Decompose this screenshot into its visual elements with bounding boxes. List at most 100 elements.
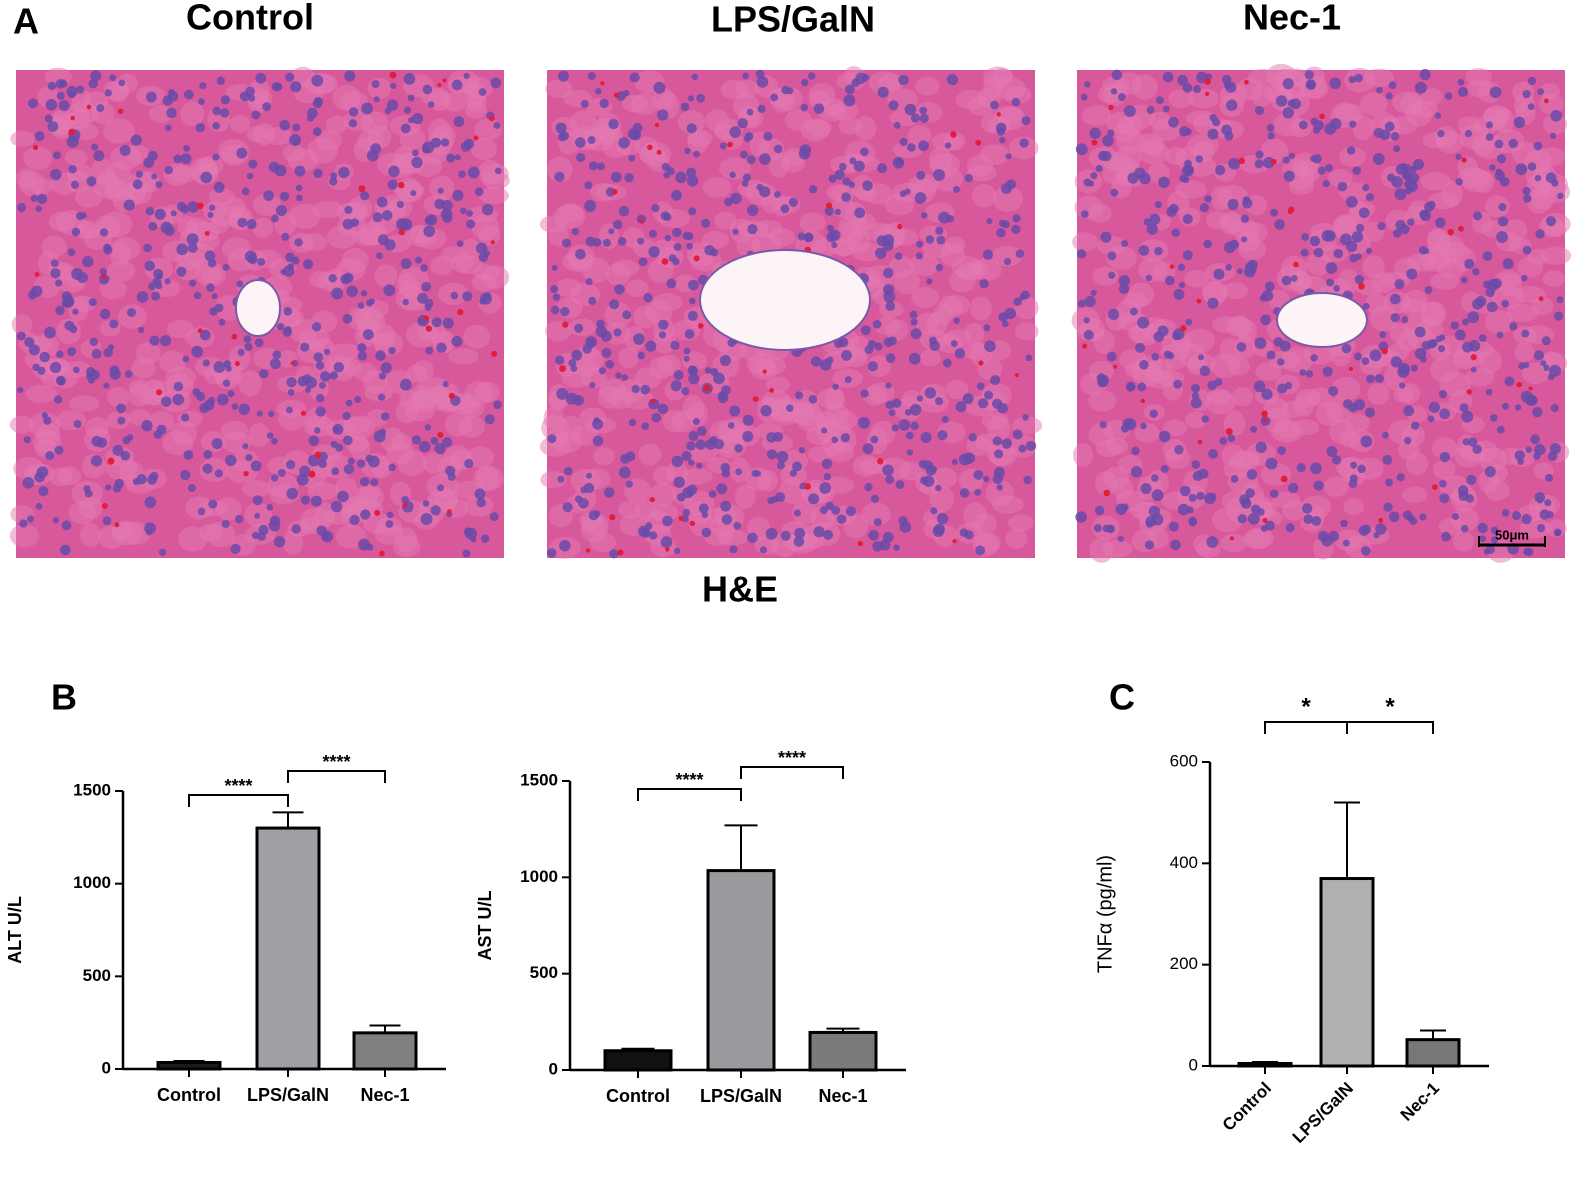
nucleus: [54, 445, 64, 455]
nucleus: [688, 373, 700, 385]
nucleus: [442, 381, 449, 388]
nucleus: [164, 165, 173, 175]
nucleus: [742, 72, 750, 80]
cell-outline: [464, 82, 486, 107]
cell-outline: [185, 496, 213, 520]
nucleus: [1346, 146, 1356, 155]
rbc: [1516, 381, 1522, 388]
nucleus: [870, 494, 880, 504]
nucleus: [45, 451, 55, 461]
nucleus: [916, 240, 924, 248]
nucleus: [138, 326, 145, 334]
nucleus: [35, 205, 42, 213]
rbc: [300, 410, 306, 416]
nucleus: [146, 529, 153, 536]
nucleus: [1322, 366, 1333, 377]
nucleus: [1110, 88, 1118, 95]
nucleus: [37, 366, 46, 375]
nucleus: [585, 278, 593, 286]
nucleus: [1369, 349, 1382, 362]
cell-outline: [325, 115, 348, 134]
nucleus: [34, 131, 45, 142]
nucleus: [377, 393, 386, 401]
nucleus: [608, 228, 615, 235]
rbc: [1225, 427, 1233, 435]
nucleus: [1466, 474, 1477, 485]
rbc: [897, 223, 903, 230]
nucleus: [493, 400, 502, 410]
nucleus: [323, 348, 331, 356]
nucleus: [834, 169, 845, 180]
nucleus: [116, 403, 126, 414]
nucleus: [1134, 167, 1146, 179]
nucleus: [710, 367, 719, 377]
nucleus: [785, 404, 794, 413]
cell-outline: [618, 500, 641, 519]
nucleus: [1496, 331, 1504, 339]
nucleus: [39, 351, 50, 363]
cell-outline: [1138, 257, 1167, 283]
nucleus: [1190, 397, 1202, 409]
nucleus: [1170, 539, 1181, 551]
rbc: [1461, 157, 1467, 163]
nucleus: [284, 326, 292, 334]
rbc: [86, 104, 92, 110]
cell-outline: [1327, 169, 1353, 188]
cell-outline: [135, 341, 161, 365]
nucleus: [1117, 535, 1124, 542]
nucleus: [86, 373, 94, 381]
nucleus: [872, 541, 883, 552]
nucleus: [616, 91, 626, 101]
nucleus: [414, 256, 423, 264]
nucleus: [246, 172, 254, 180]
nucleus: [387, 179, 398, 190]
nucleus: [1382, 454, 1393, 465]
cell-outline: [68, 395, 100, 412]
nucleus: [982, 249, 994, 260]
nucleus: [807, 72, 816, 80]
significance-bracket: [637, 788, 742, 801]
nucleus: [1159, 430, 1171, 443]
cell-outline: [106, 386, 130, 408]
nucleus: [746, 204, 759, 217]
cell-outline: [1087, 203, 1112, 223]
y-tick-label: 0: [1189, 1055, 1198, 1074]
cell-outline: [971, 184, 997, 208]
nucleus: [683, 347, 691, 355]
nucleus: [1374, 374, 1384, 384]
cell-outline: [391, 433, 412, 451]
nucleus: [1244, 266, 1256, 278]
scale-bar-label: 50μm: [1495, 527, 1529, 542]
rbc: [442, 78, 447, 83]
nucleus: [759, 546, 768, 554]
nucleus: [403, 73, 416, 85]
nucleus: [1439, 493, 1450, 504]
nucleus: [441, 437, 453, 448]
rbc: [1432, 484, 1438, 490]
cell-outline: [1514, 92, 1535, 118]
nucleus: [1329, 77, 1341, 90]
nucleus: [311, 74, 324, 87]
nucleus: [1162, 71, 1174, 83]
cell-outline: [1205, 390, 1236, 415]
nucleus: [422, 500, 430, 507]
rbc: [447, 509, 452, 515]
nucleus: [1491, 278, 1502, 289]
nucleus: [1390, 356, 1402, 368]
rbc: [234, 361, 240, 367]
nucleus: [1386, 173, 1396, 182]
cell-outline: [1232, 386, 1254, 407]
nucleus: [685, 232, 694, 241]
cell-outline: [1526, 189, 1552, 214]
cell-outline: [444, 412, 473, 437]
y-axis-label: AST U/L: [475, 890, 495, 960]
nucleus: [1313, 480, 1324, 491]
nucleus: [147, 474, 158, 485]
nucleus: [1460, 276, 1468, 284]
nucleus: [1549, 364, 1562, 377]
nucleus: [208, 499, 218, 509]
nucleus: [1365, 247, 1373, 254]
nucleus: [362, 329, 374, 341]
nucleus: [855, 72, 867, 85]
nucleus: [556, 387, 569, 400]
